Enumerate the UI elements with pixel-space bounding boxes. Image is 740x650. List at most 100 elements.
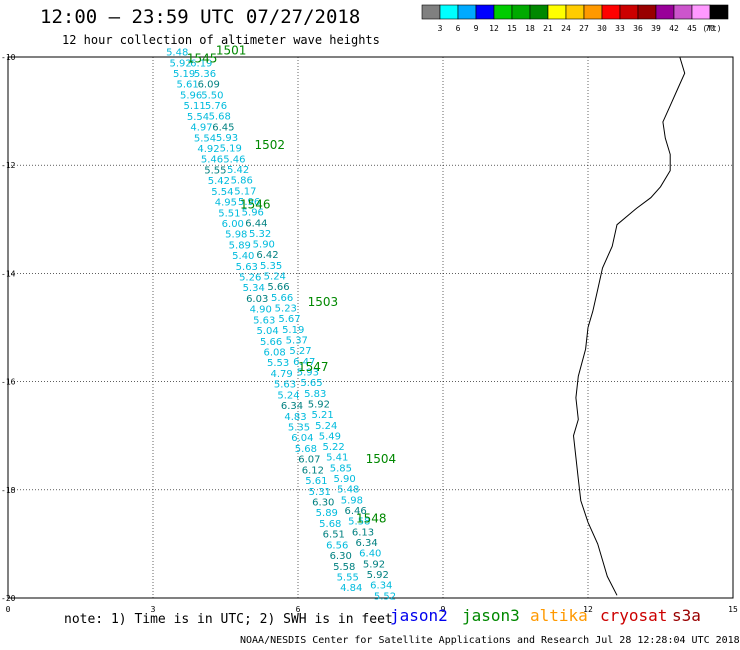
legend-label: 33 xyxy=(615,24,625,33)
track-a-value: 5.54 xyxy=(187,112,209,123)
legend-swatch xyxy=(547,4,567,20)
pass-number-label: 1501 xyxy=(216,43,247,57)
track-a-value: 6.12 xyxy=(302,465,324,476)
track-a-value: 6.07 xyxy=(298,455,320,466)
track-a-value: 6.03 xyxy=(246,294,268,305)
legend-label: 18 xyxy=(525,24,535,33)
x-tick-label: 0 xyxy=(6,605,11,614)
track-a-value: 5.04 xyxy=(256,326,278,337)
legend-swatch xyxy=(709,4,729,20)
track-b-value: 5.42 xyxy=(227,165,249,176)
satellite-altika: altika xyxy=(530,606,588,625)
coastline xyxy=(572,56,686,596)
track-b-value: 5.65 xyxy=(300,378,322,389)
x-tick-label: 3 xyxy=(151,605,156,614)
track-a-value: 5.68 xyxy=(295,444,317,455)
track-a-value: 6.30 xyxy=(312,498,334,509)
track-b-value: 5.85 xyxy=(330,463,352,474)
legend-swatch xyxy=(583,4,603,20)
x-tick-label: 15 xyxy=(728,605,738,614)
satellite-cryosat: cryosat xyxy=(600,606,668,625)
legend-label: 6 xyxy=(456,24,461,33)
track-a-value: 5.26 xyxy=(239,273,261,284)
track-b-value: 5.52 xyxy=(374,591,396,602)
track-b-value: 5.66 xyxy=(271,293,293,304)
track-a-value: 6.08 xyxy=(263,348,285,359)
track-b-value: 5.92 xyxy=(367,570,389,581)
track-a-value: 4.92 xyxy=(197,144,219,155)
legend-label: 36 xyxy=(633,24,643,33)
track-b-value: 5.50 xyxy=(201,90,223,101)
y-tick-label: -20 xyxy=(1,594,16,603)
track-a-value: 5.63 xyxy=(236,262,258,273)
track-b-value: 5.96 xyxy=(238,197,260,208)
track-b-value: 5.23 xyxy=(275,304,297,315)
legend-swatch xyxy=(673,4,693,20)
legend-swatch xyxy=(529,4,549,20)
track-a-value: 6.34 xyxy=(281,401,303,412)
legend-swatch xyxy=(457,4,477,20)
y-tick-label: -14 xyxy=(1,269,16,278)
track-a-value: 5.89 xyxy=(229,240,251,251)
track-a-value: 5.48 xyxy=(166,48,188,59)
track-b-value: 5.93 xyxy=(216,133,238,144)
legend-label: 9 xyxy=(474,24,479,33)
track-a-value: 4.84 xyxy=(340,583,362,594)
chart-title: 12:00 – 23:59 UTC 07/27/2018 xyxy=(40,6,361,28)
y-tick-label: -12 xyxy=(1,161,16,170)
legend-label: 27 xyxy=(579,24,589,33)
x-tick-label: 9 xyxy=(441,605,446,614)
track-a-value: 5.61 xyxy=(176,80,198,91)
track-b-value: 5.92 xyxy=(363,559,385,570)
track-b-value: 6.42 xyxy=(256,250,278,261)
track-a-value: 4.95 xyxy=(215,198,237,209)
track-b-value: 5.37 xyxy=(286,336,308,347)
track-b-value: 5.17 xyxy=(234,186,256,197)
track-b-value: 5.76 xyxy=(205,101,227,112)
track-a-value: 5.63 xyxy=(253,315,275,326)
track-a-value: 5.68 xyxy=(319,519,341,530)
track-b-value: 5.96 xyxy=(242,208,264,219)
track-b-value: 6.44 xyxy=(245,218,267,229)
track-a-value: 4.97 xyxy=(190,123,212,134)
color-legend: 3 6 9 12 15 18 21 24 27 30 33 36 39 42 45 70(ft) xyxy=(421,4,729,33)
pass-number-label: 1504 xyxy=(366,452,397,466)
track-b-value: 5.48 xyxy=(337,485,359,496)
track-b-value: 5.92 xyxy=(308,400,330,411)
track-b-value: 5.90 xyxy=(253,240,275,251)
track-a-value: 4.83 xyxy=(284,412,306,423)
track-b-value: 5.41 xyxy=(326,453,348,464)
track-b-value: 6.40 xyxy=(359,549,381,560)
track-b-value: 5.90 xyxy=(333,474,355,485)
track-b-value: 5.36 xyxy=(194,69,216,80)
track-a-value: 5.96 xyxy=(180,90,202,101)
axis-ticks: 0 3 6 9 12 15 -10 -12 -14 -16 -18 -20 xyxy=(1,53,738,614)
track-a-value: 5.54 xyxy=(194,133,216,144)
legend-swatch xyxy=(475,4,495,20)
legend-swatch xyxy=(439,4,459,20)
legend-swatch xyxy=(655,4,675,20)
track-b-value: 5.35 xyxy=(260,261,282,272)
track-a-value: 5.55 xyxy=(204,165,226,176)
track-a-value: 6.00 xyxy=(222,219,244,230)
track-b-value: 5.49 xyxy=(319,431,341,442)
pass-number-label: 1545 xyxy=(187,51,218,65)
legend-label: 39 xyxy=(651,24,661,33)
pass-number-label: 1548 xyxy=(356,511,387,525)
track-a-value: 5.11 xyxy=(183,101,205,112)
track-b-value: 5.24 xyxy=(315,421,337,432)
legend-swatch xyxy=(691,4,711,20)
y-tick-label: -10 xyxy=(1,53,16,62)
legend-label: 45 xyxy=(687,24,697,33)
pass-number-label: 1546 xyxy=(240,197,271,211)
map-frame xyxy=(7,56,734,599)
track-a-value: 5.58 xyxy=(333,562,355,573)
legend-swatch xyxy=(619,4,639,20)
legend-swatch xyxy=(565,4,585,20)
footer-credit: NOAA/NESDIS Center for Satellite Applica… xyxy=(240,635,740,646)
legend-swatch xyxy=(637,4,657,20)
track-a-value: 6.04 xyxy=(291,433,313,444)
legend-label: 3 xyxy=(438,24,443,33)
